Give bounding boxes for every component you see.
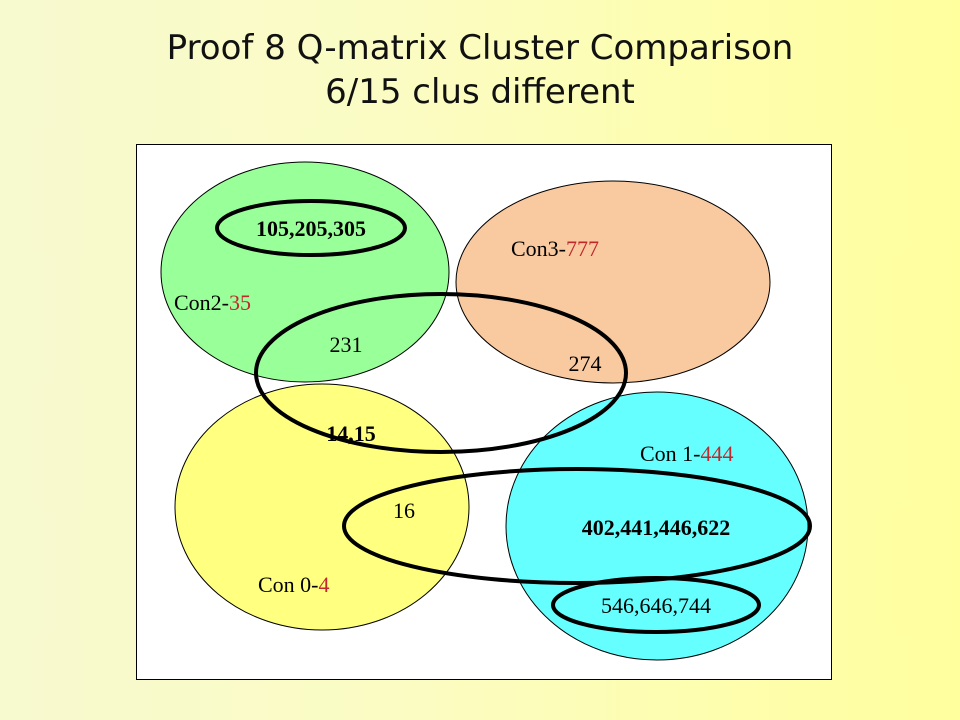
group-231-274-outline: [254, 292, 628, 454]
con1-label: Con 1-444: [640, 441, 734, 466]
con2-cluster-ellipse: [160, 161, 450, 383]
con0-cluster-ellipse: [174, 383, 470, 631]
item-274: 274: [569, 351, 602, 376]
con3-label: Con3-777: [511, 236, 599, 261]
con0-label: Con 0-4: [258, 572, 330, 597]
item-16: 16: [393, 498, 415, 523]
item-231: 231: [330, 332, 363, 357]
item-105-205-305: 105,205,305: [256, 216, 366, 241]
item-546-646-744: 546,646,744: [601, 593, 711, 618]
group-546-outline: [551, 576, 761, 634]
item-402-441-446-622: 402,441,446,622: [582, 515, 731, 540]
con3-cluster-ellipse: [455, 180, 771, 384]
title-line-1: Proof 8 Q-matrix Cluster Comparison: [166, 28, 794, 68]
title-line-2: 6/15 clus different: [325, 72, 635, 112]
con2-label: Con2-35: [174, 290, 251, 315]
group-16-402-outline: [342, 467, 812, 585]
page-title: Proof 8 Q-matrix Cluster Comparison 6/15…: [0, 26, 960, 114]
item-14-15: 14,15: [326, 421, 376, 446]
group-105-outline: [215, 199, 407, 257]
